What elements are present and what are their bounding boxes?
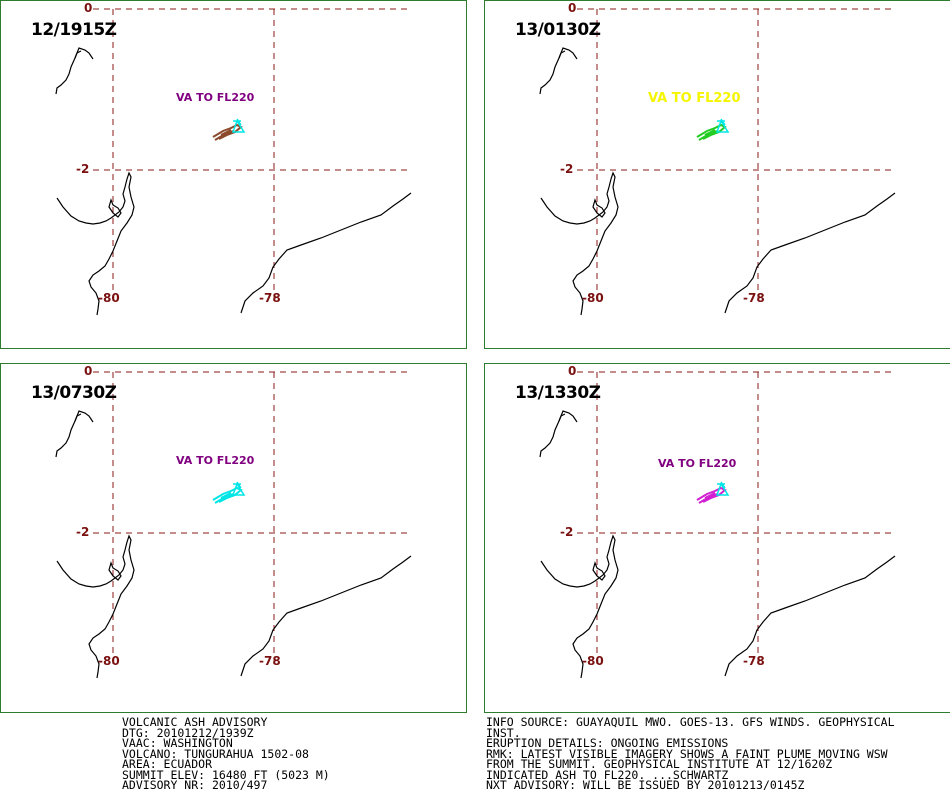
advisory-line: ERUPTION DETAILS: ONGOING EMISSIONS [486,736,729,750]
advisory-line: RMK: LATEST VISIBLE IMAGERY SHOWS A FAIN… [486,746,888,761]
coastline [56,171,135,316]
coastline [558,413,566,422]
map-canvas [539,8,896,316]
volcano-marker-icon [715,118,730,133]
volcanic-ash-level-label: VA TO FL220 [176,91,255,104]
coastline [56,534,135,679]
advisory-line: VAAC: WASHINGTON [122,736,233,750]
coastline [55,47,94,95]
coastline [240,555,412,677]
latitude-label: -2 [76,162,90,176]
valid-time-label: 13/0730Z [31,383,117,403]
coastline [240,192,412,314]
map-panel: 13/0730Z VA TO FL220 0 -2 -80 -78 [0,363,467,713]
latitude-label: -2 [76,525,90,539]
advisory-line: SUMMIT ELEV: 16480 FT (5023 M) [122,767,330,782]
latitude-label: 0 [84,1,93,15]
coastline [539,410,578,458]
volcano-marker-icon [231,481,246,496]
ash-plume [696,486,727,504]
advisory-line: AREA: ECUADOR [122,757,213,771]
latitude-label: 0 [84,364,93,378]
coastline [74,413,82,422]
coastline [539,47,578,95]
advisory-right: INFO SOURCE: GUAYAQUIL MWO. GOES-13. GFS… [486,717,895,791]
valid-time-label: 12/1915Z [31,20,117,40]
longitude-label: -78 [259,654,281,668]
coastline [592,561,606,581]
latitude-label: 0 [568,364,577,378]
advisory-left: VOLCANIC ASH ADVISORY DTG: 20101212/1939Z… [122,717,330,791]
ash-plume [696,123,727,141]
map-panel: 13/0130Z VA TO FL220 0 -2 -80 -78 [484,0,950,349]
valid-time-label: 13/1330Z [515,383,601,403]
latitude-label: -2 [560,162,574,176]
advisory-line: VOLCANIC ASH ADVISORY [122,715,268,729]
coastline [108,561,122,581]
valid-time-label: 13/0130Z [515,20,601,40]
volcano-marker-icon [231,118,246,133]
coastline [558,50,566,59]
coastline [592,198,606,218]
coastline [540,534,619,679]
advisory-line: NXT ADVISORY: WILL BE ISSUED BY 20101213… [486,778,805,792]
advisory-line: INST. [486,725,521,740]
coastline [74,50,82,59]
map-canvas [539,371,896,679]
coastline [55,410,94,458]
map-canvas [55,371,412,679]
map-canvas [55,8,412,316]
latitude-label: 0 [568,1,577,15]
coastline [724,555,896,677]
longitude-label: -78 [743,291,765,305]
volcanic-ash-level-label: VA TO FL220 [176,454,255,467]
coastline [108,198,122,218]
longitude-label: -80 [98,291,120,305]
advisory-line: INDICATED ASH TO FL220. ...SCHWARTZ [486,767,729,782]
coastline [724,192,896,314]
volcano-marker-icon [715,481,730,496]
coastline [540,171,619,316]
advisory-line: INFO SOURCE: GUAYAQUIL MWO. GOES-13. GFS… [486,715,895,729]
longitude-label: -80 [582,654,604,668]
longitude-label: -80 [98,654,120,668]
advisory-line: VOLCANO: TUNGURAHUA 1502-08 [122,746,309,761]
latitude-label: -2 [560,525,574,539]
longitude-label: -78 [743,654,765,668]
advisory-line: DTG: 20101212/1939Z [122,725,254,740]
ash-plume [212,486,243,504]
longitude-label: -80 [582,291,604,305]
longitude-label: -78 [259,291,281,305]
advisory-line: ADVISORY NR: 2010/497 [122,778,268,792]
map-panel: 12/1915Z VA TO FL220 0 -2 -80 -78 [0,0,467,349]
volcanic-ash-level-label: VA TO FL220 [658,457,737,470]
volcanic-ash-level-label: VA TO FL220 [648,91,741,106]
map-panel: 13/1330Z VA TO FL220 0 -2 -80 -78 [484,363,950,713]
advisory-line: FROM THE SUMMIT. GEOPHYSICAL INSTITUTE A… [486,757,833,771]
ash-plume [212,123,243,141]
